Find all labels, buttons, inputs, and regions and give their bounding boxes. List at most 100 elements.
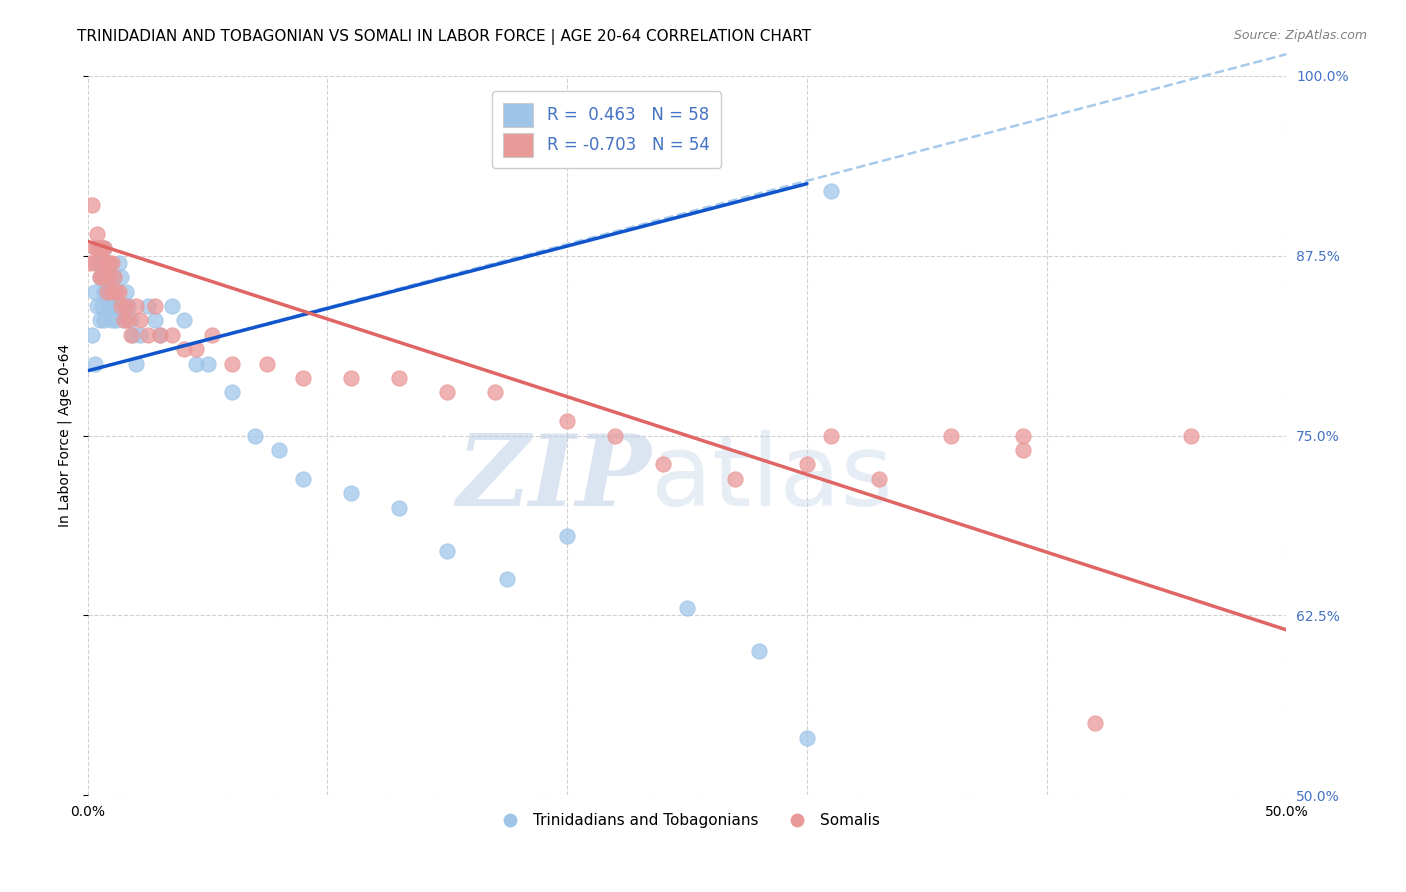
Point	[83, 256, 105, 270]
Point	[83, 285, 105, 299]
Point	[100, 256, 122, 270]
Point	[110, 299, 132, 313]
Point	[100, 285, 122, 299]
Point	[105, 285, 128, 299]
Point	[1011, 428, 1033, 442]
Point	[939, 428, 962, 442]
Point	[122, 327, 145, 342]
Point	[136, 327, 159, 342]
Point	[124, 299, 146, 313]
Point	[184, 342, 207, 356]
Point	[96, 256, 118, 270]
Point	[868, 472, 890, 486]
Point	[173, 313, 195, 327]
Point	[129, 327, 152, 342]
Point	[652, 458, 675, 472]
Point	[91, 299, 114, 313]
Point	[676, 601, 699, 615]
Point	[98, 299, 121, 313]
Point	[129, 313, 152, 327]
Point	[197, 357, 219, 371]
Point	[117, 313, 139, 327]
Text: TRINIDADIAN AND TOBAGONIAN VS SOMALI IN LABOR FORCE | AGE 20-64 CORRELATION CHAR: TRINIDADIAN AND TOBAGONIAN VS SOMALI IN …	[77, 29, 811, 45]
Point	[820, 428, 842, 442]
Point	[91, 242, 114, 256]
Point	[82, 327, 104, 342]
Point	[93, 256, 115, 270]
Text: Source: ZipAtlas.com: Source: ZipAtlas.com	[1233, 29, 1367, 42]
Point	[86, 256, 108, 270]
Point	[117, 299, 139, 313]
Point	[108, 299, 131, 313]
Point	[160, 299, 183, 313]
Point	[256, 357, 278, 371]
Point	[103, 270, 125, 285]
Point	[82, 198, 104, 212]
Point	[184, 357, 207, 371]
Point	[555, 529, 578, 543]
Point	[89, 270, 111, 285]
Point	[115, 299, 138, 313]
Point	[496, 573, 519, 587]
Point	[89, 242, 111, 256]
Point	[605, 428, 627, 442]
Point	[112, 313, 135, 327]
Point	[820, 184, 842, 198]
Point	[796, 731, 818, 745]
Point	[112, 313, 135, 327]
Point	[112, 299, 135, 313]
Point	[143, 299, 166, 313]
Point	[79, 256, 101, 270]
Point	[110, 270, 132, 285]
Point	[484, 385, 506, 400]
Point	[105, 285, 128, 299]
Point	[108, 256, 131, 270]
Point	[120, 313, 142, 327]
Point	[108, 285, 131, 299]
Point	[98, 256, 121, 270]
Point	[98, 270, 121, 285]
Point	[100, 270, 122, 285]
Point	[221, 385, 243, 400]
Point	[120, 327, 142, 342]
Point	[124, 357, 146, 371]
Point	[100, 285, 122, 299]
Point	[201, 327, 224, 342]
Point	[93, 313, 115, 327]
Point	[1180, 428, 1202, 442]
Point	[1011, 442, 1033, 457]
Point	[1084, 716, 1107, 731]
Point	[105, 313, 128, 327]
Point	[436, 385, 458, 400]
Point	[89, 313, 111, 327]
Point	[91, 256, 114, 270]
Point	[96, 270, 118, 285]
Point	[96, 285, 118, 299]
Point	[269, 442, 291, 457]
Point	[96, 285, 118, 299]
Point	[136, 299, 159, 313]
Point	[160, 327, 183, 342]
Point	[245, 428, 267, 442]
Point	[98, 256, 121, 270]
Point	[93, 242, 115, 256]
Point	[292, 371, 315, 385]
Point	[143, 313, 166, 327]
Point	[83, 242, 105, 256]
Point	[100, 313, 122, 327]
Point	[89, 242, 111, 256]
Point	[748, 644, 770, 658]
Point	[292, 472, 315, 486]
Legend: Trinidadians and Tobagonians, Somalis: Trinidadians and Tobagonians, Somalis	[489, 807, 886, 835]
Point	[796, 458, 818, 472]
Point	[86, 227, 108, 241]
Point	[98, 285, 121, 299]
Point	[93, 285, 115, 299]
Point	[91, 270, 114, 285]
Point	[103, 299, 125, 313]
Point	[173, 342, 195, 356]
Point	[149, 327, 172, 342]
Point	[724, 472, 747, 486]
Point	[86, 299, 108, 313]
Point	[86, 242, 108, 256]
